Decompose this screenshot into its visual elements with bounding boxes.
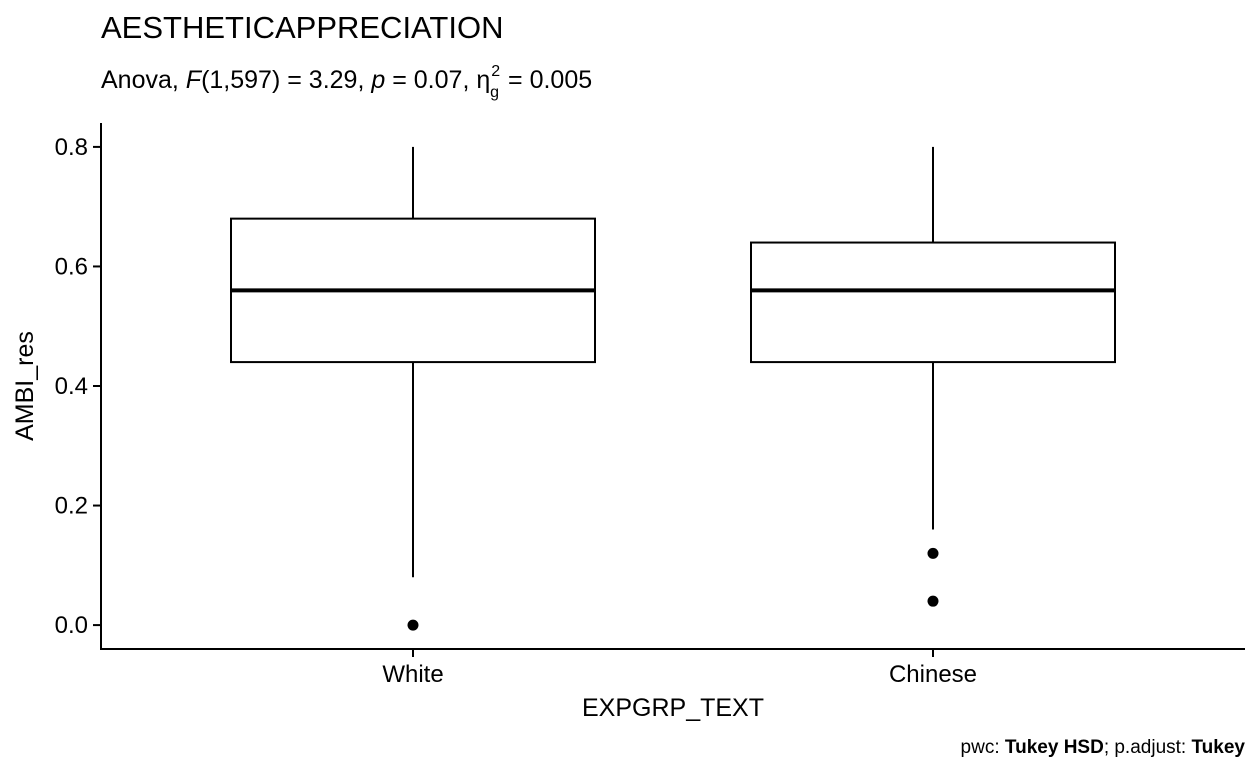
caption-adjust-value: Tukey — [1191, 737, 1245, 758]
y-tick-label: 0.8 — [55, 134, 88, 161]
subtitle-effect-symbol: η — [476, 66, 490, 94]
chart-title: AESTHETICAPPRECIATION — [101, 10, 504, 45]
x-axis-title: EXPGRP_TEXT — [582, 694, 764, 722]
subtitle-test-name: Anova — [101, 66, 172, 94]
subtitle-stat-symbol: F — [186, 66, 203, 94]
chart-subtitle: Anova, F(1,597) = 3.29, p = 0.07, η2 g = … — [101, 63, 592, 101]
y-axis-ticks: 0.0 0.2 0.4 0.6 0.8 — [55, 134, 101, 639]
outlier-point — [927, 547, 939, 559]
caption-separator: ; p.adjust: — [1104, 737, 1192, 758]
x-tick-label: White — [382, 661, 443, 688]
subtitle-p-value: 0.07 — [414, 66, 463, 94]
y-tick-label: 0.4 — [55, 373, 88, 400]
y-tick-label: 0.6 — [55, 253, 88, 280]
chart-caption: pwc: Tukey HSD; p.adjust: Tukey — [961, 737, 1246, 758]
y-tick-label: 0.2 — [55, 493, 88, 520]
x-tick-label: Chinese — [889, 661, 977, 688]
caption-pwc-label: pwc: — [961, 737, 1005, 758]
subtitle-effect-subscript: g — [490, 84, 499, 101]
box-iqr — [750, 241, 1116, 364]
box-chinese — [750, 146, 1116, 607]
subtitle-p-symbol: p — [370, 66, 385, 94]
box-white — [230, 146, 596, 631]
outlier-point — [927, 595, 939, 607]
outlier-point — [407, 619, 419, 631]
y-tick-label: 0.0 — [55, 612, 88, 639]
x-axis-ticks: White Chinese — [382, 649, 977, 688]
subtitle-stat-value: 3.29 — [309, 66, 358, 94]
subtitle-effect-value: 0.005 — [530, 66, 593, 94]
subtitle-effect-superscript: 2 — [491, 63, 500, 80]
caption-pwc-value: Tukey HSD — [1005, 737, 1104, 758]
subtitle-df: (1,597) — [201, 66, 280, 94]
y-axis-title: AMBI_res — [11, 331, 39, 441]
boxes-layer — [230, 146, 1116, 631]
